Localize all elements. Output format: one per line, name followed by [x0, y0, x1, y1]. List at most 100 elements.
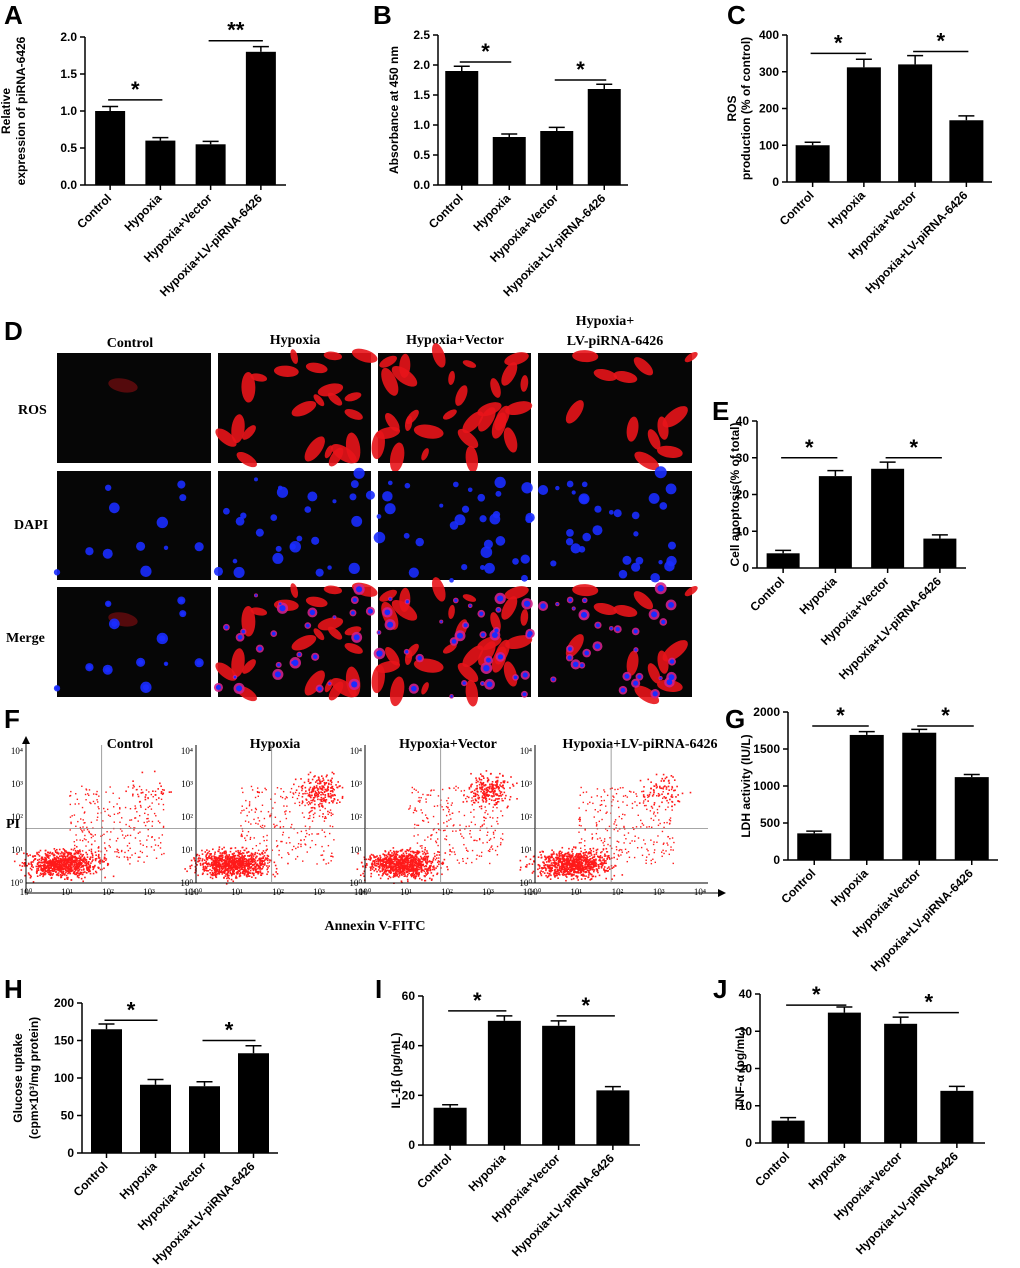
bar: [766, 553, 800, 568]
bar: [818, 476, 852, 568]
y-tick-label: 0.5: [60, 141, 77, 155]
category-label: Hypoxia: [806, 1149, 849, 1192]
bar: [923, 538, 957, 568]
micrograph-dapi-2: [373, 471, 535, 583]
bar: [145, 140, 176, 185]
microscopy-panel: Control Hypoxia Hypoxia+Vector Hypoxia+ …: [6, 314, 698, 707]
bar: [596, 1090, 630, 1145]
flow-y-tick: 10⁰: [180, 878, 193, 888]
y-tick-label: 2.0: [413, 58, 430, 72]
category-label: Control: [426, 191, 466, 231]
y-tick-label: 1.5: [413, 88, 430, 102]
bar: [902, 732, 937, 860]
category-label: Control: [752, 1149, 792, 1189]
micro-col-control: Control: [107, 336, 154, 351]
bar: [245, 51, 276, 185]
micrograph-merge-3: [538, 582, 698, 705]
y-axis-label: IL-1β (pg/mL): [389, 1033, 403, 1109]
flow-y-tick: 10²: [11, 812, 23, 822]
micro-row-ros: ROS: [18, 403, 47, 418]
y-tick-label: 2000: [753, 705, 780, 719]
category-label: Control: [777, 188, 817, 228]
flow-y-tick: 10²: [350, 812, 362, 822]
bar: [492, 137, 526, 185]
category-label: Hypoxia: [117, 1159, 160, 1202]
bar: [540, 131, 574, 185]
bar: [871, 468, 905, 568]
flow-y-tick: 10¹: [181, 845, 193, 855]
flow-x-tick: 10⁴: [354, 887, 366, 897]
y-tick-label: 100: [54, 1071, 74, 1085]
significance-star: *: [473, 988, 482, 1013]
category-label: Hypoxia: [122, 191, 165, 234]
y-tick-label: 1500: [753, 742, 780, 756]
y-tick-label: 20: [736, 488, 750, 502]
y-axis-label: LDH activity (IU/L): [739, 734, 753, 837]
bar: [91, 1029, 122, 1153]
flow-plot-title: Hypoxia+LV-piRNA-6426: [563, 737, 718, 752]
y-axis-label: Absorbance at 450 nm: [387, 46, 401, 174]
flow-x-tick: 10²: [441, 887, 453, 897]
y-axis-label: production (% of control): [739, 37, 753, 180]
y-tick-label: 150: [54, 1034, 74, 1048]
category-label: Hypoxia+LV-piRNA-6426: [157, 191, 265, 299]
y-tick-label: 300: [759, 65, 779, 79]
flow-x-tick: 10¹: [400, 887, 412, 897]
micrograph-merge-0: [53, 587, 211, 697]
flow-x-tick: 10⁴: [694, 887, 706, 897]
bar: [189, 1086, 220, 1153]
flow-y-tick: 10⁴: [11, 746, 23, 756]
flow-plot-title: Hypoxia+Vector: [399, 737, 497, 752]
category-label: Hypoxia+LV-piRNA-6426: [150, 1159, 258, 1267]
y-axis-label: expression of piRNA-6426: [14, 36, 28, 185]
significance-star: *: [581, 993, 590, 1018]
micrograph-merge-1: [213, 582, 378, 702]
panel-letter-j: J: [713, 974, 727, 1004]
flow-y-tick: 10¹: [11, 845, 23, 855]
y-tick-label: 0: [408, 1138, 415, 1152]
significance-star: *: [805, 435, 814, 460]
flow-y-tick: 10⁰: [519, 878, 532, 888]
y-tick-label: 0: [745, 1136, 752, 1150]
flow-x-tick: 10¹: [61, 887, 73, 897]
bar: [587, 89, 621, 185]
y-tick-label: 1.5: [60, 67, 77, 81]
bar: [95, 111, 126, 185]
micro-col-lv-line1: Hypoxia+: [576, 314, 635, 329]
y-tick-label: 0.5: [413, 148, 430, 162]
micro-col-hypoxia-vector: Hypoxia+Vector: [406, 333, 504, 348]
flow-x-tick: 10²: [272, 887, 284, 897]
micrograph-dapi-3: [538, 466, 692, 583]
category-label: Control: [747, 574, 787, 614]
flow-x-tick: 10³: [313, 887, 325, 897]
category-label: Hypoxia+LV-piRNA-6426: [862, 188, 970, 296]
significance-star: *: [924, 990, 933, 1015]
y-tick-label: 100: [759, 138, 779, 152]
significance-star: *: [225, 1018, 234, 1043]
y-tick-label: 1000: [753, 779, 780, 793]
y-axis-label: (cpm×10³/mg protein): [27, 1017, 41, 1139]
flow-y-tick: 10²: [520, 812, 532, 822]
flow-x-tick: 10¹: [570, 887, 582, 897]
flow-y-tick: 10⁰: [349, 878, 362, 888]
micrograph-ros-1: [215, 348, 378, 468]
flow-y-tick: 10⁰: [10, 878, 23, 888]
y-tick-label: 200: [54, 996, 74, 1010]
y-axis-label: TNF-α (pg/mL): [733, 1027, 747, 1109]
y-tick-label: 10: [736, 524, 750, 538]
y-tick-label: 50: [61, 1109, 75, 1123]
category-label: Hypoxia: [466, 1151, 509, 1194]
flow-x-tick: 10⁰: [190, 887, 203, 897]
category-label: Control: [74, 191, 114, 231]
flow-y-tick: 10⁴: [181, 746, 193, 756]
category-label: Hypoxia+LV-piRNA-6426: [509, 1151, 617, 1259]
y-tick-label: 30: [739, 1024, 753, 1038]
y-tick-label: 40: [739, 987, 753, 1001]
y-tick-label: 0.0: [413, 178, 430, 192]
bar: [238, 1053, 269, 1153]
micro-row-dapi: DAPI: [14, 518, 48, 533]
